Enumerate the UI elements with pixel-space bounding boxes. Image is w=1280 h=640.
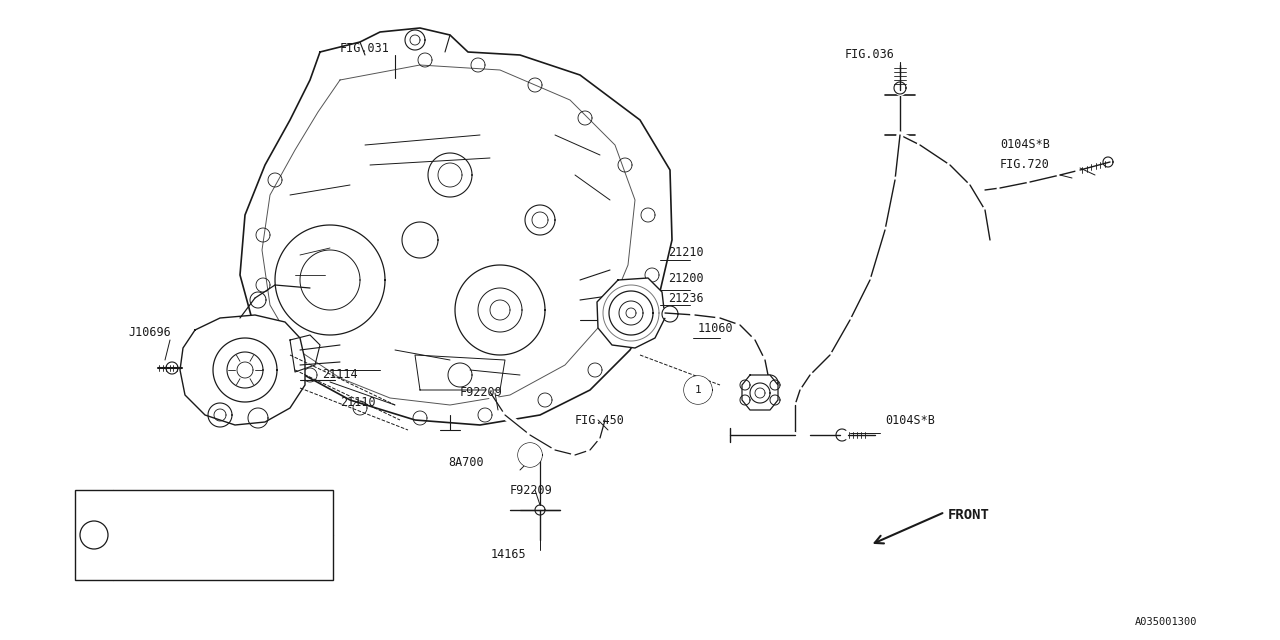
Text: 1: 1 (91, 529, 97, 541)
Text: 11060: 11060 (698, 321, 733, 335)
Text: F92209: F92209 (460, 387, 503, 399)
Text: A035001300: A035001300 (1135, 617, 1198, 627)
Text: 0104S*B: 0104S*B (1000, 138, 1050, 152)
Text: FRONT: FRONT (948, 508, 989, 522)
Text: 21210: 21210 (668, 246, 704, 259)
Polygon shape (684, 376, 712, 404)
Text: 1: 1 (695, 385, 701, 395)
Text: 21114: 21114 (323, 369, 357, 381)
Text: 0104S*B: 0104S*B (884, 413, 934, 426)
Text: 21110: 21110 (340, 396, 375, 408)
Polygon shape (180, 315, 305, 425)
Text: F92209: F92209 (509, 483, 553, 497)
Circle shape (79, 521, 108, 549)
Text: 21200: 21200 (668, 271, 704, 285)
Text: 0104S*A〈-'15MY1409〉: 0104S*A〈-'15MY1409〉 (120, 507, 248, 517)
Polygon shape (518, 443, 541, 467)
Text: FIG.450: FIG.450 (575, 413, 625, 426)
Text: J10696: J10696 (128, 326, 170, 339)
Polygon shape (742, 375, 778, 410)
Text: FIG.720: FIG.720 (1000, 159, 1050, 172)
Text: 8A700: 8A700 (448, 456, 484, 468)
Text: 14165: 14165 (490, 548, 526, 561)
Polygon shape (596, 278, 666, 348)
Text: FIG.036: FIG.036 (845, 49, 895, 61)
Text: J20604 〈15MY1409-〉: J20604 〈15MY1409-〉 (120, 553, 242, 563)
Polygon shape (241, 28, 672, 425)
Text: FIG.031: FIG.031 (340, 42, 390, 54)
Text: 21236: 21236 (668, 291, 704, 305)
Bar (76, 490, 333, 580)
